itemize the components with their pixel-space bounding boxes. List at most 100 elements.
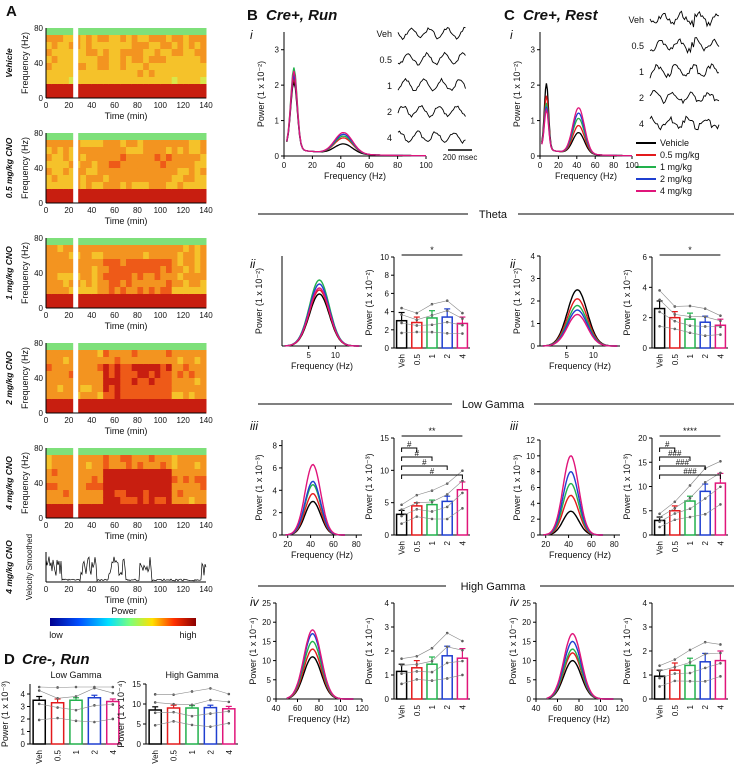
C_i-xtick-label: 100 xyxy=(625,161,639,170)
spectrogram-cell xyxy=(68,196,76,204)
spectrogram-cell xyxy=(86,469,93,477)
spectrogram-cell xyxy=(166,497,173,505)
C_iv_line-ytick-label: 5 xyxy=(527,676,532,685)
spectrogram-cell xyxy=(131,133,138,141)
spectrogram-cell xyxy=(166,140,173,148)
B_iv_bar-bar-4 xyxy=(456,657,469,700)
sub-label-b-ii: ii xyxy=(250,257,256,271)
spectrogram-cell xyxy=(126,364,133,372)
spectrogram-cell xyxy=(97,490,104,498)
spectrogram-cell xyxy=(126,273,133,281)
spectrogram-cell xyxy=(126,63,133,71)
spectrogram-cell xyxy=(160,35,167,43)
spectrogram-cell xyxy=(51,35,58,43)
spectrogram-cell xyxy=(120,168,127,176)
spectrogram-cell xyxy=(68,245,76,253)
B_iv_line-ytick-label: 25 xyxy=(262,599,271,608)
spectrogram-cell xyxy=(114,49,121,57)
C_ii_line-series-0 xyxy=(542,289,618,347)
spectrogram-cell xyxy=(200,133,207,141)
spectrogram-cell xyxy=(86,266,93,274)
C_iv_line-ytick-label: 0 xyxy=(527,695,532,704)
spectrogram-cell xyxy=(183,350,190,358)
spectrogram-cell xyxy=(126,91,133,99)
spectrogram-cell xyxy=(194,364,201,372)
spectrogram-cell xyxy=(177,182,184,190)
spectrogram-cell xyxy=(160,175,167,183)
spectrogram-cell xyxy=(103,350,110,358)
spectrogram-cell xyxy=(108,91,116,99)
spectrogram-cell xyxy=(80,49,87,57)
spectrogram-cell xyxy=(200,294,207,302)
spectrogram-cell xyxy=(91,357,98,365)
spectrogram-xtick-label: 100 xyxy=(154,521,168,530)
spectrogram-cell xyxy=(183,245,190,253)
spectrogram-cell xyxy=(200,301,207,309)
velocity-xtick-label: 60 xyxy=(110,585,119,594)
spectrogram-cell xyxy=(200,161,207,169)
spectrogram-cell xyxy=(86,483,93,491)
spectrogram-cell xyxy=(46,63,53,71)
C_iii_bar-dot xyxy=(719,459,722,463)
spectrogram-cell xyxy=(91,483,98,491)
spectrogram-cell xyxy=(183,273,190,281)
spectrogram-cell xyxy=(114,287,121,295)
spectrogram-cell xyxy=(137,252,144,260)
spectrogram-cell xyxy=(51,448,58,456)
spectrogram-cell xyxy=(120,63,127,71)
spectrogram-cell xyxy=(200,399,207,407)
spectrogram-cell xyxy=(194,70,201,78)
spectrogram-cell xyxy=(63,371,70,379)
spectrogram-cell xyxy=(137,259,144,267)
D_low-dot xyxy=(111,703,115,706)
spectrogram-cell xyxy=(103,175,110,183)
spectrogram-cell xyxy=(86,287,93,295)
spectrogram-cell xyxy=(171,154,178,162)
spectrogram-cell xyxy=(183,238,190,246)
spectrogram-cell xyxy=(91,392,98,400)
spectrogram-cell xyxy=(57,490,64,498)
b-trace-label: 4 xyxy=(387,133,392,143)
spectrogram-cell xyxy=(183,343,190,351)
spectrogram-cell xyxy=(143,189,150,197)
spectrogram-cell xyxy=(177,371,184,379)
spectrogram-cell xyxy=(177,28,184,36)
spectrogram-cell xyxy=(183,175,190,183)
C_ii_bar-y-label: Power (1 x 10⁻²) xyxy=(622,269,632,335)
B_i-series-2 xyxy=(286,67,426,157)
spectrogram-cell xyxy=(194,28,201,36)
velocity-trace xyxy=(45,556,207,582)
spectrogram-cell xyxy=(148,28,156,36)
spectrogram-cell xyxy=(137,63,144,71)
spectrogram-cell xyxy=(103,504,110,512)
legend-label-vehicle: Vehicle xyxy=(660,138,689,148)
spectrogram-cell xyxy=(108,77,116,85)
spectrogram-ytick-label: 40 xyxy=(34,374,43,383)
spectrogram-cell xyxy=(103,280,110,288)
spectrogram-cell xyxy=(86,476,93,484)
spectrogram-cell xyxy=(154,70,161,78)
spectrogram-cell xyxy=(188,273,196,281)
spectrogram-cell xyxy=(137,168,144,176)
spectrogram-cell xyxy=(177,49,184,57)
spectrogram-cell xyxy=(183,504,190,512)
spectrogram-cell xyxy=(188,147,196,155)
B_iii_bar-hash-label: # xyxy=(430,467,435,476)
spectrogram-cell xyxy=(177,490,184,498)
spectrogram-cell xyxy=(183,161,190,169)
spectrogram-cell xyxy=(63,154,70,162)
spectrogram-cell xyxy=(80,476,87,484)
spectrogram-cell xyxy=(51,273,58,281)
D_high-cat-label: 0.5 xyxy=(170,749,179,761)
spectrogram-cell xyxy=(63,252,70,260)
b-trace xyxy=(397,77,466,92)
spectrogram-cell xyxy=(154,343,161,351)
spectrogram-cell xyxy=(120,371,127,379)
spectrogram-cell xyxy=(126,343,133,351)
spectrogram-cell xyxy=(200,28,207,36)
D_high-cat-label: Veh xyxy=(151,750,160,764)
spectrogram-cell xyxy=(154,196,161,204)
spectrogram-cell xyxy=(114,371,121,379)
